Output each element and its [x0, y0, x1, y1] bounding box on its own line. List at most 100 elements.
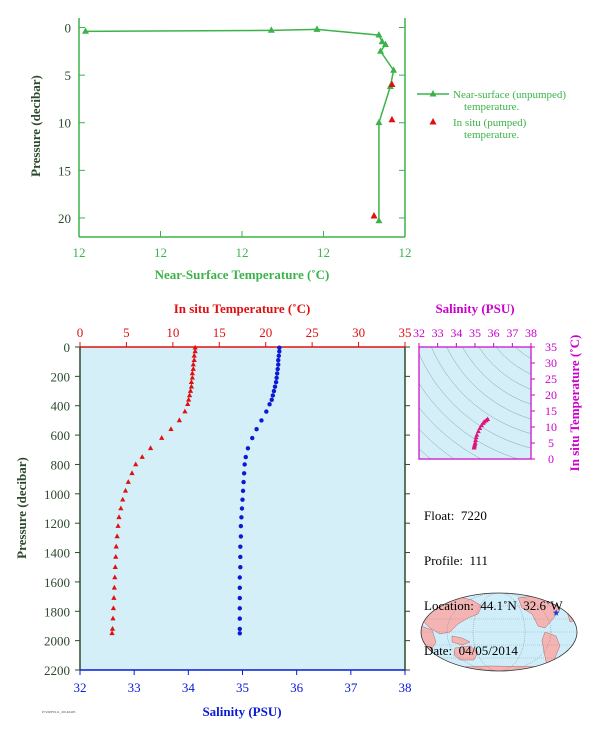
- star-icon: [552, 609, 560, 616]
- ts-point: [471, 445, 477, 450]
- temperature-point: [188, 383, 195, 389]
- temperature-point: [182, 408, 188, 414]
- temperature-point: [113, 553, 119, 559]
- legend-label-unpumped-line2: temperature.: [464, 101, 520, 113]
- profile-y-tick-label: 200: [51, 369, 71, 384]
- salinity-point: [238, 544, 243, 549]
- salinity-point: [259, 418, 264, 423]
- ts-axes: 32 33 34 35 36 37 38 0 5 10 15 20 25 30 35: [413, 326, 557, 466]
- salinity-point: [277, 345, 282, 350]
- legend-marker-pumped: [429, 118, 437, 125]
- float-id: Float: 7220: [424, 508, 487, 523]
- temperature-point: [159, 435, 165, 440]
- ts-y-tick-label: 30: [545, 356, 557, 370]
- profile-y-tick-label: 2000: [44, 634, 70, 649]
- ts-x-tick-label: 34: [450, 326, 462, 340]
- near-surface-y-tick-label: 5: [65, 68, 72, 83]
- temperature-point: [192, 344, 198, 350]
- salinity-point: [254, 427, 259, 432]
- legend-marker-unpumped: [429, 90, 437, 97]
- temperature-point: [191, 357, 197, 363]
- temperature-axis-label: In situ Temperature (˚C): [174, 301, 311, 316]
- profile-y-tick-label: 1000: [44, 487, 70, 502]
- salinity-point: [242, 462, 247, 467]
- temperature-point: [147, 445, 154, 451]
- temperature-point: [176, 417, 182, 423]
- unpumped-temperature-point: [390, 66, 398, 73]
- temperature-tick-label: 25: [306, 325, 319, 340]
- salinity-point: [238, 534, 244, 539]
- salinity-point: [237, 626, 242, 632]
- salinity-point: [274, 371, 280, 376]
- temperature-point: [112, 564, 118, 570]
- near-surface-y-tick-label: 0: [65, 21, 72, 36]
- near-surface-axes: 0 5 10 15 20 12 12 12 12 12: [58, 18, 412, 260]
- salinity-point: [238, 523, 244, 529]
- ts-point: [474, 432, 480, 437]
- temperature-point: [109, 630, 115, 636]
- unpumped-temperature-point: [378, 37, 386, 45]
- ts-point: [475, 428, 481, 434]
- near-surface-x-tick-label: 12: [317, 245, 330, 260]
- profile-date: Date: 04/05/2014: [424, 643, 518, 658]
- profile-number: Profile: 111: [424, 553, 489, 568]
- temperature-point: [118, 505, 124, 511]
- salinity-point: [250, 435, 255, 441]
- ts-y-tick-label: 15: [545, 404, 557, 418]
- salinity-point: [245, 446, 251, 451]
- temperature-point: [186, 392, 193, 398]
- near-surface-x-tick-label: 12: [154, 245, 167, 260]
- near-surface-y-tick-label: 10: [58, 116, 71, 131]
- temperature-point: [120, 496, 126, 502]
- ts-x-tick-label: 38: [525, 326, 537, 340]
- salinity-point: [269, 397, 274, 403]
- ts-point: [473, 434, 479, 440]
- ts-y-tick-label: 10: [545, 420, 557, 434]
- float-info: Float: 7220 Profile: 111 Location: 44.1˚…: [424, 478, 563, 673]
- profile-y-axis-label: Pressure (decibar): [14, 457, 29, 559]
- temperature-point: [189, 374, 195, 380]
- ts-x-tick-label: 32: [413, 326, 425, 340]
- ts-y-tick-label: 35: [545, 340, 557, 354]
- profile-y-tick-label: 1600: [44, 575, 70, 590]
- unpumped-temperature-point: [381, 40, 389, 48]
- near-surface-y-axis-label: Pressure (decibar): [28, 75, 43, 177]
- legend-label-pumped-line2: temperature.: [464, 129, 520, 141]
- land-australia: [453, 645, 479, 661]
- unpumped-temperature-line: [85, 28, 395, 221]
- pumped-temperature-point: [388, 115, 396, 123]
- salinity-point: [271, 388, 277, 394]
- ts-y-tick-label: 20: [545, 388, 557, 402]
- profile-chart: 0200400600800100012001400160018002000220…: [14, 301, 412, 719]
- temperature-point: [188, 379, 195, 385]
- temperature-point: [110, 615, 116, 621]
- temperature-point: [190, 366, 196, 371]
- temperature-point: [112, 574, 118, 580]
- temperature-point: [114, 533, 120, 539]
- temperature-point: [115, 523, 121, 528]
- density-contour: [517, 233, 601, 341]
- temperature-tick-label: 15: [213, 325, 226, 340]
- ts-marks: [471, 416, 491, 450]
- salinity-point: [238, 554, 243, 560]
- near-surface-x-axis-label: Near-Surface Temperature (˚C): [155, 267, 330, 282]
- profile-y-tick-label: 1800: [44, 604, 70, 619]
- near-surface-y-tick-label: 15: [58, 163, 71, 178]
- temperature-point: [122, 487, 129, 493]
- unpumped-temperature-point: [267, 26, 275, 33]
- salinity-point: [240, 488, 246, 494]
- pumped-temperature-point: [370, 212, 378, 219]
- salinity-point: [240, 497, 245, 502]
- profile-marks: [109, 344, 282, 636]
- temperature-tick-label: 20: [259, 325, 272, 340]
- salinity-point: [239, 515, 244, 520]
- ts-point: [477, 425, 483, 430]
- salinity-point: [243, 454, 248, 460]
- temperature-point: [109, 625, 116, 631]
- profile-y-tick-label: 600: [51, 428, 71, 443]
- near-surface-x-tick-label: 12: [399, 245, 412, 260]
- legend-label-unpumped: Near-surface (unpumped): [453, 89, 566, 101]
- ts-x-tick-label: 35: [469, 326, 481, 340]
- salinity-tick-label: 32: [74, 680, 87, 695]
- salinity-point: [276, 353, 281, 359]
